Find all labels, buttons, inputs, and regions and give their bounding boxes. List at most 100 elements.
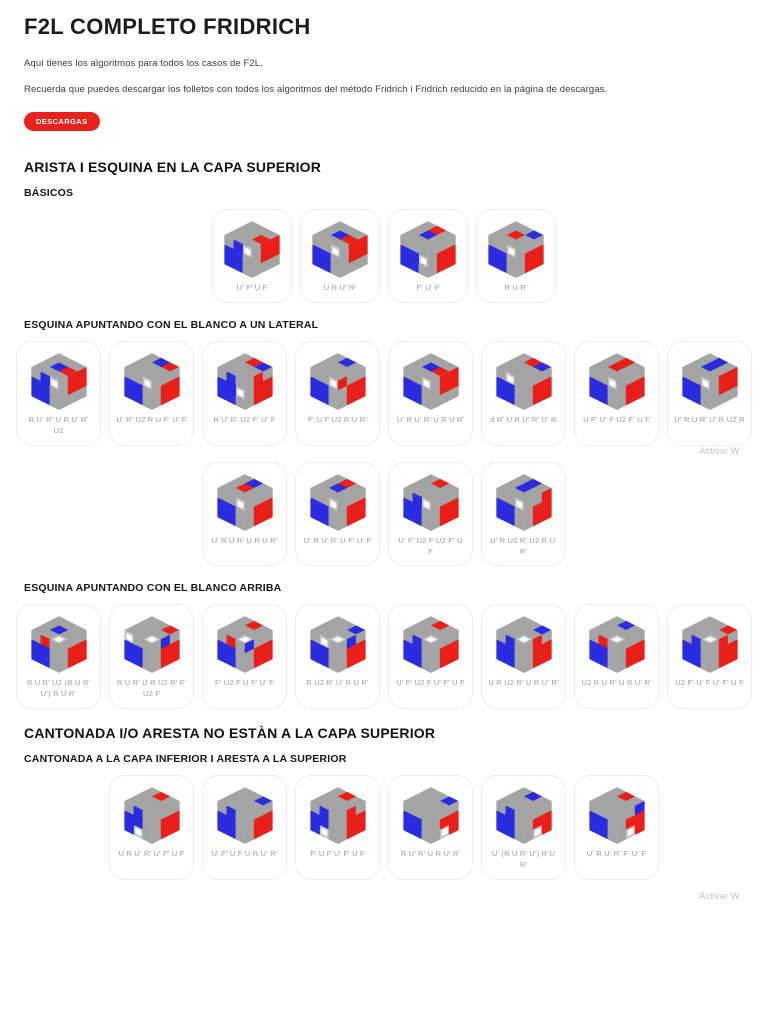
algorithm-card: F' U F U2 R U R' bbox=[295, 340, 380, 446]
rubiks-cube-icon bbox=[309, 616, 366, 674]
rubiks-cube-icon bbox=[588, 353, 645, 410]
algorithm-card: U F' U' F U2 F' U F bbox=[574, 340, 659, 446]
cube-image bbox=[671, 614, 748, 674]
rubiks-cube-icon bbox=[588, 787, 645, 845]
rubiks-cube-icon bbox=[402, 616, 459, 674]
cube-image bbox=[304, 219, 376, 279]
algorithm-card: U R U' R' bbox=[300, 209, 380, 303]
cube-image bbox=[392, 351, 469, 411]
rubiks-cube-icon bbox=[399, 221, 457, 279]
algorithm-card: U R U2 R' U R U' R' bbox=[481, 604, 566, 710]
rubiks-cube-icon bbox=[402, 353, 459, 410]
rubiks-cube-icon bbox=[123, 353, 180, 410]
rubiks-cube-icon bbox=[223, 221, 281, 279]
intro-paragraph-1: Aquí tienes los algoritmos para todos lo… bbox=[24, 58, 263, 69]
rubiks-cube-icon bbox=[216, 787, 273, 845]
algorithm-label: F' U F U' F' U F bbox=[310, 849, 365, 859]
cube-image bbox=[485, 785, 562, 845]
algorithm-label: U' R' U2 R U F' U' F bbox=[116, 414, 187, 424]
algorithm-label: U F' U' F U2 F' U F bbox=[583, 414, 650, 424]
cube-image bbox=[216, 219, 288, 279]
algorithm-card: U' R U2 R' U2 R U' R' bbox=[481, 461, 566, 567]
algorithm-card: U' R U R' U' R U2 R bbox=[667, 340, 752, 446]
cube-image bbox=[480, 219, 552, 279]
algorithm-card: F' U' F bbox=[388, 209, 468, 303]
cube-image bbox=[392, 472, 469, 532]
cube-image bbox=[485, 472, 562, 532]
descargas-button[interactable]: DESCARGAS bbox=[24, 112, 100, 131]
algorithm-label: U R U2 R' U R U' R' bbox=[488, 678, 559, 688]
algorithm-label: U' R U R' U' R U2 R bbox=[674, 414, 745, 424]
cube-image bbox=[113, 351, 190, 411]
cube-image bbox=[392, 785, 469, 845]
algorithm-card: U R U' R' U' F' U F bbox=[109, 775, 194, 880]
algorithm-card: U' R U R' U R U R' bbox=[202, 461, 287, 567]
rubiks-cube-icon bbox=[495, 353, 552, 410]
algorithm-card: U' (R U R' U') R U R' bbox=[481, 775, 566, 880]
rubiks-cube-icon bbox=[309, 353, 366, 410]
algorithm-label: R U' R' U2 F' U' F bbox=[213, 414, 276, 424]
rubiks-cube-icon bbox=[216, 473, 273, 531]
algorithm-card: R U R' U R U2 R' F' U2 F bbox=[109, 604, 194, 710]
subsection-heading: ESQUINA APUNTANDO CON EL BLANCO A UN LAT… bbox=[24, 318, 319, 331]
rubiks-cube-icon bbox=[123, 787, 180, 845]
intro-paragraph-2: Recuerda que puedes descargar los follet… bbox=[24, 84, 608, 95]
algorithm-card-row: U R U' R' U' F' U F U' F' U F U R U' R' F'… bbox=[18, 775, 750, 880]
cube-image bbox=[485, 351, 562, 411]
rubiks-cube-icon bbox=[309, 473, 366, 531]
cube-image bbox=[20, 614, 97, 674]
cube-image bbox=[113, 614, 190, 674]
cube-image bbox=[299, 351, 376, 411]
algorithm-card-row: R U R' U2 (R U R' U') R U R' R U R' U R U… bbox=[16, 604, 752, 710]
algorithm-card: U' F' U2 F U2 F' U F bbox=[388, 461, 473, 567]
rubiks-cube-icon bbox=[588, 616, 645, 674]
algorithm-label: U' (R U R' U') R U R' bbox=[491, 849, 556, 869]
activate-windows-watermark: Activar W bbox=[699, 891, 740, 902]
algorithm-card: U' R U' R' U F' U' F bbox=[295, 461, 380, 567]
algorithm-card-row: R U' R' U R U' R' U2 U' R' U2 R U F' U' F… bbox=[16, 340, 752, 446]
algorithm-label: d R' U R U' R' U' R bbox=[490, 414, 557, 424]
algorithm-label: R U' R' U R U' R' U2 bbox=[28, 414, 89, 435]
rubiks-cube-icon bbox=[487, 221, 545, 279]
cube-image bbox=[392, 614, 469, 674]
algorithm-label: F' U F U2 R U R' bbox=[308, 414, 367, 424]
algorithm-label: U' R U' R' U R U R' bbox=[396, 414, 465, 424]
algorithm-sections: ARISTA I ESQUINA EN LA CAPA SUPERIOR BÁSI… bbox=[16, 159, 752, 880]
page-title: F2L COMPLETO FRIDRICH bbox=[24, 14, 311, 39]
subsection-heading: CANTONADA A LA CAPA INFERIOR I ARESTA A … bbox=[24, 753, 347, 766]
algorithm-card: R U R' bbox=[476, 209, 556, 303]
rubiks-cube-icon bbox=[30, 616, 87, 674]
section-heading: ARISTA I ESQUINA EN LA CAPA SUPERIOR bbox=[24, 159, 322, 175]
rubiks-cube-icon bbox=[123, 616, 180, 674]
algorithm-label: U2 F' U' F U' F' U F bbox=[675, 678, 744, 688]
algorithm-label: F' U' F bbox=[416, 283, 440, 292]
rubiks-cube-icon bbox=[495, 616, 552, 674]
cube-image bbox=[578, 785, 655, 845]
algorithm-label: U R U' R' U' F' U F bbox=[118, 849, 185, 859]
rubiks-cube-icon bbox=[216, 353, 273, 410]
algorithm-card: F' U2 F U F' U' F bbox=[202, 604, 287, 710]
algorithm-card: U' F' U F U R U' R' bbox=[202, 775, 287, 880]
algorithm-card: U' F' U2 F U' F' U F bbox=[388, 604, 473, 710]
algorithm-card: R U R' U2 (R U R' U') R U R' bbox=[16, 604, 101, 710]
rubiks-cube-icon bbox=[216, 616, 273, 674]
algorithm-label: U' F' U2 F U2 F' U F bbox=[398, 535, 463, 556]
algorithm-label: R U R' U R U2 R' F' U2 F bbox=[116, 678, 187, 699]
algorithm-label: U2 R U R' U R U' R' bbox=[581, 678, 652, 688]
rubiks-cube-icon bbox=[311, 221, 369, 279]
algorithm-label: U R U' R' bbox=[323, 283, 357, 292]
algorithm-card: R U' R' U R U' R' U2 bbox=[16, 340, 101, 446]
cube-image bbox=[113, 785, 190, 845]
rubiks-cube-icon bbox=[495, 787, 552, 845]
rubiks-cube-icon bbox=[681, 616, 738, 674]
section-heading: CANTONADA I/O ARESTA NO ESTÀN A LA CAPA … bbox=[24, 725, 436, 742]
subsection-heading: BÁSICOS bbox=[24, 187, 74, 199]
algorithm-card-row: U' R U R' U R U R' U' R U' R' U F' U' F U'… bbox=[18, 461, 750, 567]
cube-image bbox=[299, 614, 376, 674]
rubiks-cube-icon bbox=[309, 787, 366, 845]
cube-image bbox=[485, 614, 562, 674]
rubiks-cube-icon bbox=[495, 473, 552, 531]
algorithm-card: d R' U R U' R' U' R bbox=[481, 340, 566, 446]
cube-image bbox=[206, 472, 283, 532]
algorithm-label: U' F' U F U R U' R' bbox=[211, 849, 278, 859]
